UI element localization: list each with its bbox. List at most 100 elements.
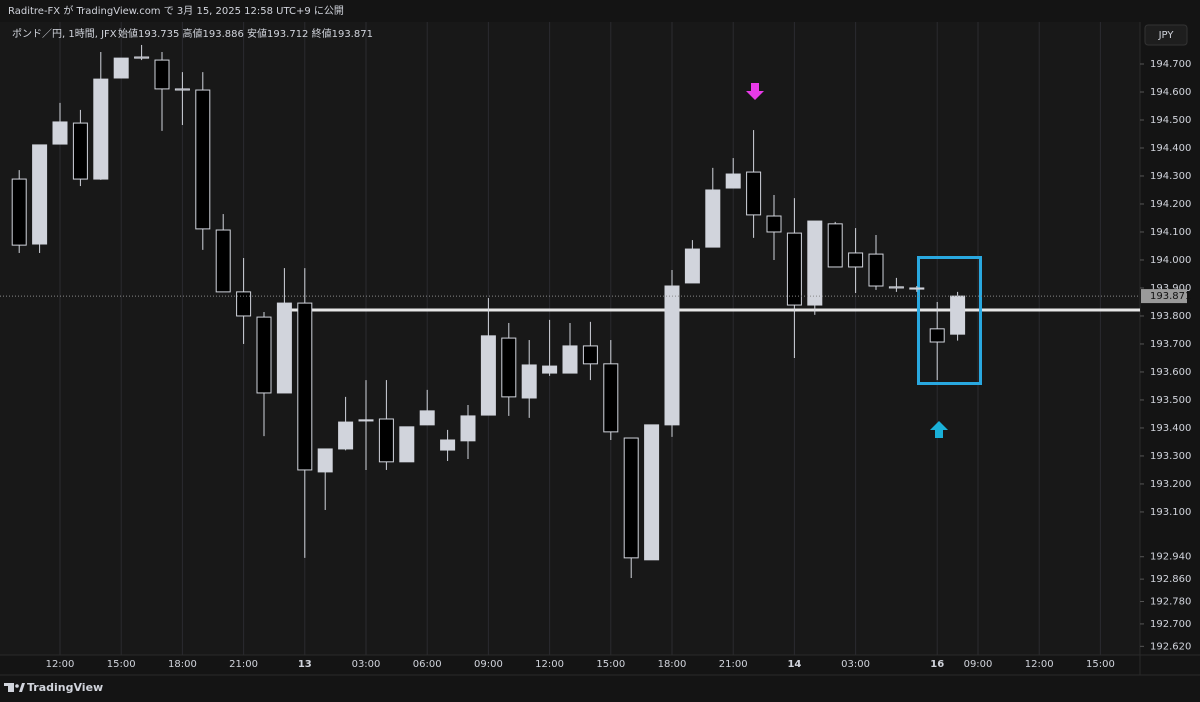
candle-body xyxy=(929,328,945,343)
candle-body xyxy=(440,439,456,451)
candle-body xyxy=(113,57,129,79)
candle-body xyxy=(848,252,864,268)
candle-body xyxy=(705,189,721,248)
y-tick-label: 192.940 xyxy=(1150,552,1191,563)
x-tick-label: 09:00 xyxy=(474,659,503,670)
x-tick-label: 18:00 xyxy=(658,659,687,670)
y-tick-label: 192.860 xyxy=(1150,574,1191,585)
y-tick-label: 194.100 xyxy=(1150,227,1191,238)
candle-body xyxy=(11,178,27,246)
candle-body xyxy=(276,302,292,394)
x-tick-label: 03:00 xyxy=(352,659,381,670)
candle-body xyxy=(195,89,211,230)
highlight-box xyxy=(917,256,982,385)
candle-body xyxy=(603,363,619,433)
x-tick-label: 16 xyxy=(930,659,944,670)
candle-body xyxy=(215,229,231,293)
publisher: Raditre-FX が TradingView.com で 3月 15, 20… xyxy=(8,4,344,17)
logo xyxy=(19,683,25,692)
x-tick-label: 18:00 xyxy=(168,659,197,670)
candle-body xyxy=(501,337,517,398)
y-tick-label: 194.500 xyxy=(1150,115,1191,126)
y-tick-label: 194.300 xyxy=(1150,171,1191,182)
currency[interactable]: JPY xyxy=(1158,30,1175,41)
candle-body xyxy=(399,426,415,463)
x-tick-label: 14 xyxy=(787,659,801,670)
candle-body xyxy=(521,364,537,399)
candle-body xyxy=(419,410,435,426)
x-tick-label: 15:00 xyxy=(596,659,625,670)
logo xyxy=(8,683,14,692)
candle-body xyxy=(358,419,374,422)
y-tick-label: 193.300 xyxy=(1150,451,1191,462)
candle-body xyxy=(317,448,333,473)
candle-body xyxy=(236,291,252,317)
candle-body xyxy=(174,88,190,91)
x-tick-label: 13 xyxy=(298,659,312,670)
y-tick-label: 192.620 xyxy=(1150,641,1191,652)
candle-body xyxy=(888,286,904,289)
y-tick-label: 193.700 xyxy=(1150,339,1191,350)
symbol-title: ポンド／円, 1時間, JFX xyxy=(12,28,117,40)
brand: TradingView xyxy=(27,681,103,694)
candle-body xyxy=(134,56,150,59)
y-tick-label: 194.400 xyxy=(1150,143,1191,154)
candle-body xyxy=(623,437,639,559)
x-tick-label: 09:00 xyxy=(964,659,993,670)
candle-body xyxy=(72,122,88,180)
candle-body xyxy=(338,421,354,450)
candle-body xyxy=(664,285,680,426)
x-tick-label: 12:00 xyxy=(535,659,564,670)
y-tick-label: 194.000 xyxy=(1150,255,1191,266)
x-tick-label: 21:00 xyxy=(229,659,258,670)
currency-button[interactable] xyxy=(1144,24,1188,46)
x-tick-label: 06:00 xyxy=(413,659,442,670)
last-price-label: 193.871 xyxy=(1150,291,1191,302)
candle-body xyxy=(460,415,476,442)
y-tick-label: 192.700 xyxy=(1150,619,1191,630)
candle-body xyxy=(644,424,660,561)
candle-body xyxy=(297,302,313,471)
logo xyxy=(4,683,12,686)
candle-body xyxy=(52,121,68,145)
down-arrow xyxy=(746,83,764,100)
up-arrow xyxy=(930,421,948,438)
y-tick-label: 194.700 xyxy=(1150,59,1191,70)
last-price-box xyxy=(1141,289,1187,304)
candle-body xyxy=(950,295,966,335)
candle-body xyxy=(562,345,578,374)
candle-body xyxy=(582,345,598,365)
y-tick-label: 193.400 xyxy=(1150,423,1191,434)
x-tick-label: 21:00 xyxy=(719,659,748,670)
logo xyxy=(15,684,19,688)
x-tick-label: 15:00 xyxy=(107,659,136,670)
candle-body xyxy=(746,171,762,216)
candle-body xyxy=(154,59,170,90)
candle-body xyxy=(827,223,843,268)
y-tick-label: 194.200 xyxy=(1150,199,1191,210)
candle-body xyxy=(909,287,925,290)
candle-body xyxy=(378,418,394,463)
candle-body xyxy=(684,248,700,284)
candle-body xyxy=(725,173,741,189)
y-tick-label: 194.600 xyxy=(1150,87,1191,98)
y-tick-label: 193.100 xyxy=(1150,507,1191,518)
candle-body xyxy=(766,215,782,233)
x-tick-label: 12:00 xyxy=(1025,659,1054,670)
y-tick-label: 193.800 xyxy=(1150,311,1191,322)
x-tick-label: 15:00 xyxy=(1086,659,1115,670)
y-tick-label: 193.500 xyxy=(1150,395,1191,406)
candle-body xyxy=(256,316,272,394)
x-tick-label: 03:00 xyxy=(841,659,870,670)
candle-body xyxy=(868,253,884,287)
candle-body xyxy=(786,232,802,306)
candle-body xyxy=(480,335,496,416)
y-tick-label: 192.780 xyxy=(1150,597,1191,608)
candle-body xyxy=(807,220,823,306)
y-tick-label: 193.900 xyxy=(1150,283,1191,294)
candle-body xyxy=(93,78,109,180)
ohlc-legend: 始値193.735 高値193.886 安値193.712 終値193.871 xyxy=(118,27,373,40)
y-tick-label: 193.600 xyxy=(1150,367,1191,378)
